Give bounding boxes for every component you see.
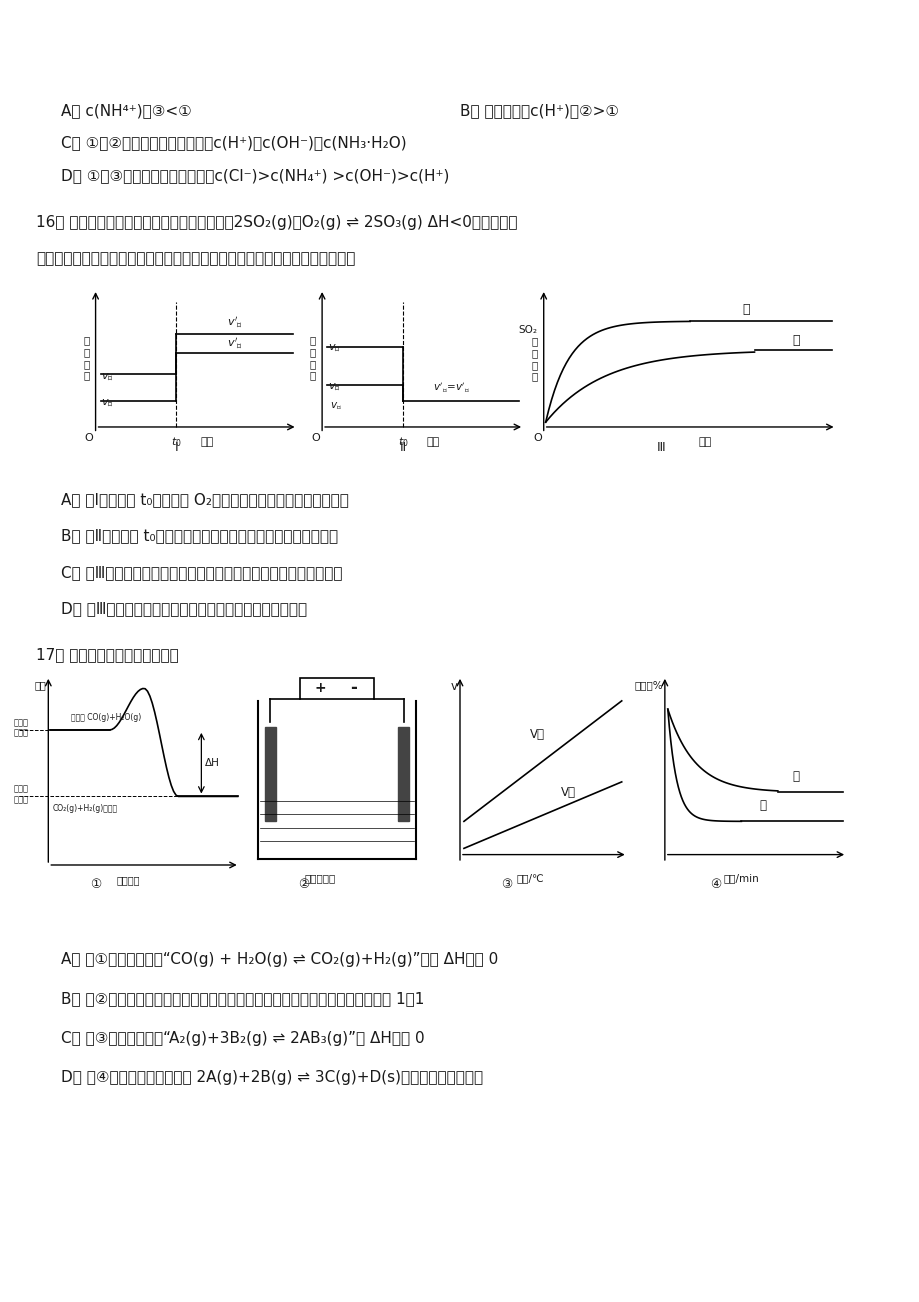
Text: 时间: 时间	[426, 436, 439, 447]
Text: 时间: 时间	[199, 436, 213, 447]
Text: 乙: 乙	[791, 769, 799, 783]
Bar	[398, 727, 409, 822]
Text: 16． 在容积不变的密闭容器中存在如下反应：2SO₂(g)＋O₂(g) ⇌ 2SO₃(g) ΔH<0，某研究小: 16． 在容积不变的密闭容器中存在如下反应：2SO₂(g)＋O₂(g) ⇌ 2S…	[37, 215, 517, 229]
Text: -: -	[350, 680, 357, 698]
Text: $v_{逆}$: $v_{逆}$	[328, 342, 340, 354]
Text: ③: ③	[501, 878, 512, 891]
Text: 反
应
速
率: 反 应 速 率	[310, 336, 316, 380]
Text: 氯化钠溶液: 氯化钠溶液	[304, 874, 335, 883]
Text: SO₂
的
转
化
率: SO₂ 的 转 化 率	[518, 326, 538, 381]
Text: O: O	[85, 434, 94, 444]
Text: $v'_{逆}$: $v'_{逆}$	[227, 336, 243, 352]
Text: +: +	[314, 681, 325, 695]
Text: $v'_{正}\!=\!v'_{逆}$: $v'_{正}\!=\!v'_{逆}$	[433, 380, 470, 395]
Text: C． 图③表示可逆反应“A₂(g)+3B₂(g) ⇌ 2AB₃(g)”的 ΔH小于 0: C． 图③表示可逆反应“A₂(g)+3B₂(g) ⇌ 2AB₃(g)”的 ΔH小…	[61, 1031, 425, 1046]
Text: ①: ①	[90, 878, 102, 891]
Text: 反应过程: 反应过程	[117, 875, 141, 885]
Text: 反
应
速
率: 反 应 速 率	[84, 336, 89, 380]
Text: B． 水电离出的c(H⁺)：②>①: B． 水电离出的c(H⁺)：②>①	[460, 103, 618, 118]
Text: B． 图Ⅱ研究的是 t₀时刻通入氮气增大体系压强对反应速率的影响: B． 图Ⅱ研究的是 t₀时刻通入氮气增大体系压强对反应速率的影响	[61, 529, 338, 543]
Text: $t_0$: $t_0$	[171, 435, 182, 449]
Bar	[300, 678, 373, 699]
Text: A． c(NH⁴⁺)：③<①: A． c(NH⁴⁺)：③<①	[61, 103, 192, 118]
Text: Ⅲ: Ⅲ	[656, 441, 664, 454]
Text: Ⅰ: Ⅰ	[175, 441, 178, 454]
Text: C． ①和②等体积混合后的溶液：c(H⁺)＝c(OH⁻)＋c(NH₃·H₂O): C． ①和②等体积混合后的溶液：c(H⁺)＝c(OH⁻)＋c(NH₃·H₂O)	[61, 135, 406, 151]
Text: D． 图④表示压强对可逆反应 2A(g)+2B(g) ⇌ 3C(g)+D(s)的影响，乙的压强大: D． 图④表示压强对可逆反应 2A(g)+2B(g) ⇌ 3C(g)+D(s)的…	[61, 1070, 482, 1086]
Text: ΔH: ΔH	[205, 758, 220, 768]
Text: V正: V正	[560, 786, 575, 799]
Text: 时间/min: 时间/min	[722, 874, 758, 883]
Text: 温度/℃: 温度/℃	[516, 874, 544, 883]
Text: $v'_{正}$: $v'_{正}$	[227, 315, 243, 331]
Text: D． ①和③等体积混合后的溶液：c(Cl⁻)>c(NH₄⁺) >c(OH⁻)>c(H⁺): D． ①和③等体积混合后的溶液：c(Cl⁻)>c(NH₄⁺) >c(OH⁻)>c…	[61, 168, 449, 184]
Text: 能量: 能量	[35, 680, 46, 690]
Text: v: v	[450, 680, 458, 693]
Text: ④: ④	[709, 878, 720, 891]
Text: 反应物 CO(g)+H₂O(g): 反应物 CO(g)+H₂O(g)	[71, 712, 142, 721]
Text: O: O	[311, 434, 320, 444]
Text: $t_0$: $t_0$	[397, 435, 408, 449]
Text: CO₂(g)+H₂(g)生成物: CO₂(g)+H₂(g)生成物	[52, 803, 117, 812]
Text: D． 图Ⅲ研究的是温度对化学平衡的影响，且乙的温度较高: D． 图Ⅲ研究的是温度对化学平衡的影响，且乙的温度较高	[61, 602, 307, 617]
Text: $v_{正}$: $v_{正}$	[328, 381, 340, 393]
Text: O: O	[532, 434, 541, 444]
Text: $v_{正}$: $v_{正}$	[101, 371, 114, 383]
Text: 组研究了其他条件不变时，改变某一条件对上述反应的影响，下列分析正确的是: 组研究了其他条件不变时，改变某一条件对上述反应的影响，下列分析正确的是	[37, 251, 356, 267]
Text: 生成物
总能量: 生成物 总能量	[14, 785, 28, 805]
Text: ②: ②	[298, 878, 309, 891]
Text: 反应物
总能量: 反应物 总能量	[14, 719, 28, 737]
Bar	[265, 727, 276, 822]
Text: A． 图①表示可逆反应“CO(g) + H₂O(g) ⇌ CO₂(g)+H₂(g)”中的 ΔH大于 0: A． 图①表示可逆反应“CO(g) + H₂O(g) ⇌ CO₂(g)+H₂(g…	[61, 952, 498, 967]
Text: Ⅱ: Ⅱ	[400, 441, 405, 454]
Text: $v_{逆}$: $v_{逆}$	[101, 397, 114, 409]
Text: V逆: V逆	[530, 728, 545, 741]
Text: A． 图Ⅰ研究的是 t₀时刻增大 O₂的物质的量浓度对反应速率的影响: A． 图Ⅰ研究的是 t₀时刻增大 O₂的物质的量浓度对反应速率的影响	[61, 492, 348, 506]
Text: 时间: 时间	[698, 436, 710, 447]
Text: $v_{逆}$: $v_{逆}$	[330, 400, 342, 411]
Text: C． 图Ⅲ研究的是催化剂对化学平衡的影响，且甲的催化效率比乙高: C． 图Ⅲ研究的是催化剂对化学平衡的影响，且甲的催化效率比乙高	[61, 565, 342, 579]
Text: B． 图②是在电解氯化钓稀溶液的电解池中，阴、阳极产生气体体积之比一定为 1：1: B． 图②是在电解氯化钓稀溶液的电解池中，阴、阳极产生气体体积之比一定为 1：1	[61, 991, 424, 1006]
Text: 甲: 甲	[742, 303, 750, 316]
Text: 反应物%: 反应物%	[633, 680, 663, 690]
Text: 甲: 甲	[759, 799, 766, 812]
Text: 乙: 乙	[791, 333, 800, 346]
Text: 17． 下列图像的说法中正确的是: 17． 下列图像的说法中正确的是	[37, 647, 179, 661]
